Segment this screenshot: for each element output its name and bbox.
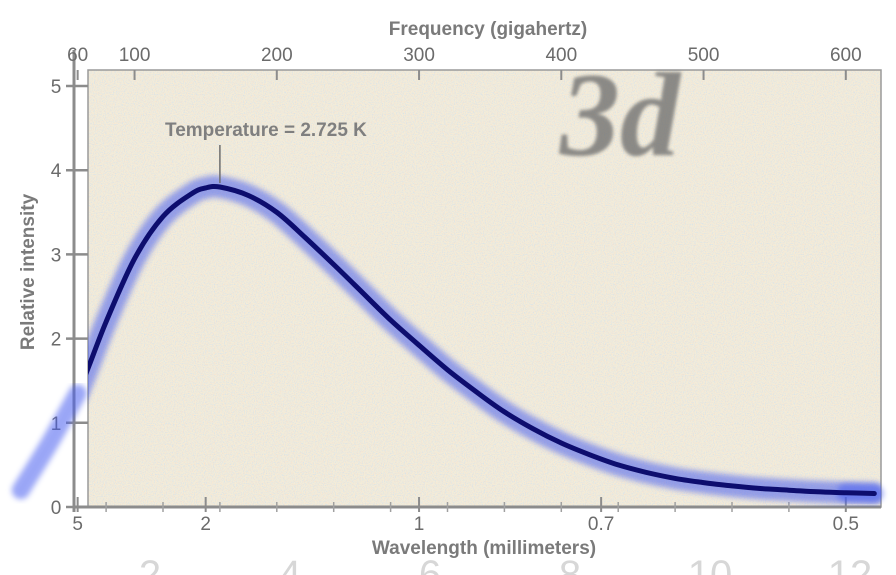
data-point-9 bbox=[246, 193, 251, 198]
data-point-7 bbox=[203, 185, 208, 191]
background-number-1: 4 bbox=[279, 553, 301, 575]
data-point-3 bbox=[103, 319, 109, 324]
bottom-axis-title: Wavelength (millimeters) bbox=[372, 538, 596, 559]
top-axis-title: Frequency (gigahertz) bbox=[389, 19, 587, 40]
bottom-tick-label-0: 5 bbox=[72, 514, 83, 535]
data-point-25 bbox=[701, 480, 706, 485]
temperature-annotation: Temperature = 2.725 K bbox=[165, 120, 367, 141]
bottom-axis-ticks: 5 2 1 0.7 0.5 bbox=[72, 497, 859, 535]
data-point-11 bbox=[303, 235, 308, 240]
data-point-26 bbox=[729, 483, 735, 489]
data-point-17 bbox=[473, 389, 479, 394]
top-tick-label-0: 60 bbox=[67, 45, 88, 66]
background-number-0: 2 bbox=[139, 553, 161, 575]
top-tick-label-3: 300 bbox=[403, 45, 435, 66]
data-point-31 bbox=[872, 491, 877, 496]
data-point-28 bbox=[786, 487, 792, 493]
data-point-14 bbox=[388, 317, 393, 323]
top-tick-label-2: 200 bbox=[261, 45, 293, 66]
data-point-30 bbox=[843, 490, 848, 495]
data-point-23 bbox=[644, 470, 649, 475]
data-point-19 bbox=[530, 426, 536, 431]
y-tick-label-0: 0 bbox=[51, 498, 62, 519]
data-point-21 bbox=[587, 452, 592, 457]
background-number-5: 12 bbox=[828, 553, 873, 575]
bottom-tick-label-1: 2 bbox=[200, 514, 211, 535]
data-point-5 bbox=[160, 214, 166, 219]
bottom-tick-label-2: 1 bbox=[414, 514, 425, 535]
top-tick-label-1: 100 bbox=[119, 45, 151, 66]
y-tick-label-5: 5 bbox=[51, 77, 62, 98]
top-tick-label-4: 400 bbox=[545, 45, 577, 66]
background-number-3: 8 bbox=[559, 553, 581, 575]
data-point-10 bbox=[274, 210, 279, 215]
data-point-24 bbox=[672, 476, 678, 481]
background-number-4: 10 bbox=[688, 553, 733, 575]
data-point-16 bbox=[445, 367, 450, 372]
top-axis-ticks: 60 100 200 300 400 500 600 bbox=[67, 45, 862, 80]
data-point-27 bbox=[758, 486, 763, 491]
bottom-tick-label-3: 0.7 bbox=[588, 514, 614, 535]
y-tick-label-4: 4 bbox=[51, 161, 62, 182]
data-point-4 bbox=[132, 256, 137, 261]
bottom-tick-label-4: 0.5 bbox=[833, 514, 859, 535]
top-tick-label-6: 600 bbox=[830, 45, 862, 66]
plot-area bbox=[87, 69, 882, 508]
series-points bbox=[103, 184, 877, 496]
top-tick-label-5: 500 bbox=[688, 45, 720, 66]
background-number-2: 6 bbox=[419, 553, 441, 575]
data-point-6 bbox=[189, 191, 194, 196]
data-point-8 bbox=[217, 184, 223, 190]
background-numbers: 2 4 6 8 10 12 bbox=[139, 553, 872, 575]
data-point-29 bbox=[815, 489, 820, 495]
data-point-15 bbox=[416, 343, 422, 348]
y-tick-label-2: 2 bbox=[51, 330, 62, 351]
data-point-18 bbox=[502, 409, 507, 415]
y-axis-title: Relative intensity bbox=[18, 193, 39, 350]
figure-label: 3d bbox=[559, 48, 682, 181]
data-point-20 bbox=[559, 440, 564, 446]
data-point-22 bbox=[616, 462, 621, 468]
y-tick-label-3: 3 bbox=[51, 245, 62, 266]
data-point-13 bbox=[359, 290, 365, 295]
data-point-12 bbox=[331, 262, 336, 267]
